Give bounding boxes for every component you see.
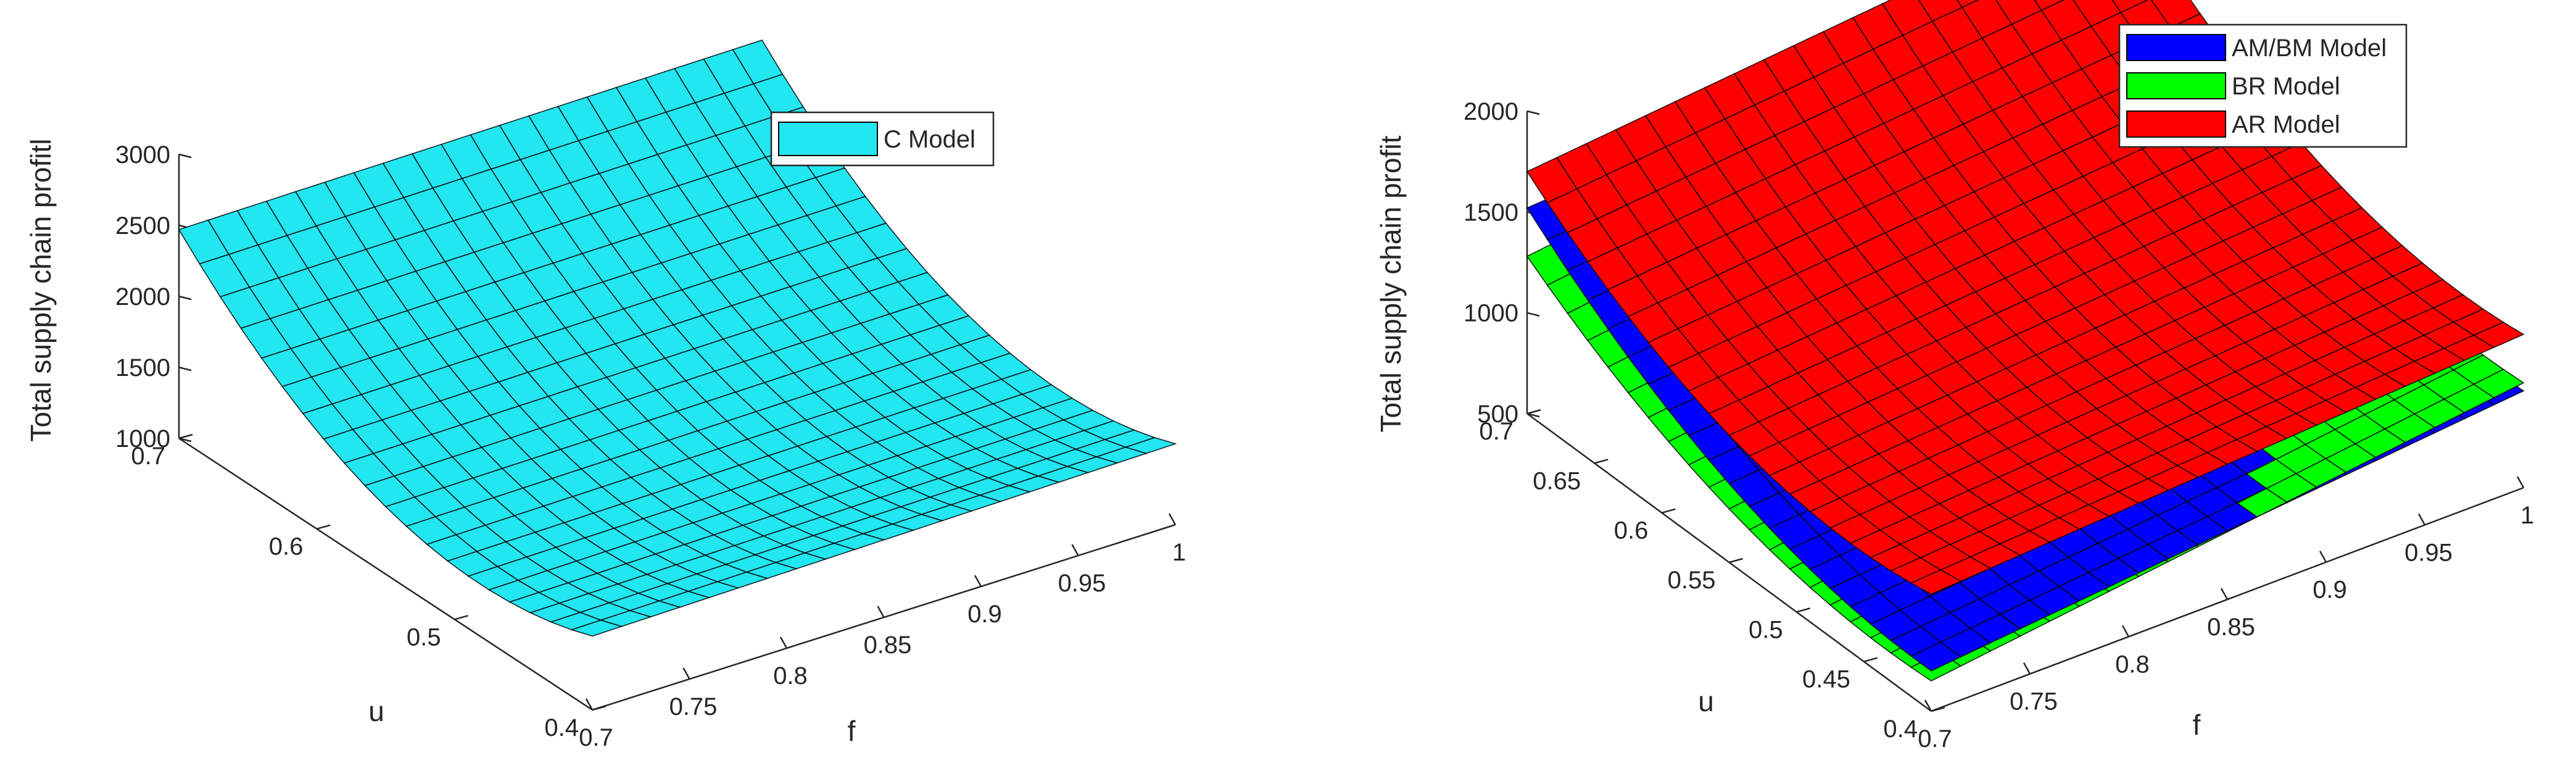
legend-swatch-br-model xyxy=(2126,72,2226,99)
axes: 0.70.750.80.850.90.9510.40.50.60.7100015… xyxy=(25,139,1186,751)
x-tick-label: 0.8 xyxy=(2115,651,2150,678)
x-tick-label: 0.75 xyxy=(2010,688,2058,715)
z-tick-label: 1000 xyxy=(1464,300,1518,327)
y-tick-label: 0.6 xyxy=(1614,517,1649,544)
z-tick-label: 3000 xyxy=(115,141,170,169)
x-tick-mark xyxy=(2516,476,2525,488)
z-tick-mark xyxy=(1526,110,1540,115)
y-tick-mark xyxy=(1729,557,1743,564)
legend-label-c-model: C Model xyxy=(884,126,975,153)
legend: AM/BM Model BR Model AR Model xyxy=(2118,23,2408,148)
z-tick-label: 2500 xyxy=(115,212,170,240)
y-tick-mark xyxy=(1931,706,1945,712)
x-tick-mark xyxy=(1168,513,1177,525)
y-tick-mark xyxy=(454,615,468,620)
z-tick-label: 1000 xyxy=(115,425,170,452)
x-tick-label: 1 xyxy=(1172,539,1186,566)
y-tick-mark xyxy=(1526,409,1541,415)
x-tick-mark xyxy=(2121,625,2130,637)
x-tick-label: 0.7 xyxy=(579,724,613,751)
z-axis-label: Total supply chain profitl xyxy=(25,139,57,442)
surface-patch xyxy=(1910,641,1962,672)
z-tick-mark xyxy=(178,153,192,159)
x-tick-label: 0.7 xyxy=(1918,725,1952,753)
surface-patch xyxy=(1957,0,1979,9)
x-tick-mark xyxy=(2023,662,2031,675)
z-tick-mark xyxy=(178,366,192,372)
x-tick-label: 0.9 xyxy=(2313,577,2347,604)
x-tick-mark xyxy=(779,636,788,649)
z-tick-mark xyxy=(178,437,192,443)
y-tick-label: 0.6 xyxy=(269,533,304,561)
legend-swatch-c-model xyxy=(778,122,878,156)
y-tick-label: 0.4 xyxy=(544,714,579,741)
x-tick-mark xyxy=(1071,544,1079,556)
y-tick-mark xyxy=(317,524,331,530)
y-tick-label: 0.7 xyxy=(1479,418,1514,445)
x-tick-label: 0.9 xyxy=(967,601,1002,628)
chart-am-bm-br-ar-models: 0.7 0.75 0.8 0.85 0.9 0.95 1 0.4 0.45 0.5 0.55 0.6 0… xyxy=(1375,0,2534,753)
x-tick-label: 0.75 xyxy=(669,693,718,720)
y-tick-label: 0.4 xyxy=(1883,715,1918,743)
y-axis-label: u xyxy=(368,695,384,727)
z-axis-label: Total supply chain profit xyxy=(1375,135,1407,432)
x-tick-mark xyxy=(974,575,982,587)
x-tick-mark xyxy=(2319,551,2327,563)
axes: 0.7 0.75 0.8 0.85 0.9 0.95 1 0.4 0.45 0.5 0.55 0.6 0… xyxy=(1375,98,2534,753)
y-tick-mark xyxy=(1662,508,1676,514)
y-tick-label: 0.65 xyxy=(1533,467,1581,494)
y-tick-label: 0.5 xyxy=(1749,616,1783,643)
z-tick-label: 1500 xyxy=(1464,199,1518,226)
x-tick-label: 0.8 xyxy=(773,662,808,690)
x-tick-mark xyxy=(2220,588,2229,600)
x-tick-label: 1 xyxy=(2520,502,2534,529)
y-tick-mark xyxy=(1863,657,1878,662)
y-tick-label: 0.7 xyxy=(131,443,165,470)
x-tick-mark xyxy=(585,698,594,711)
y-tick-label: 0.45 xyxy=(1802,666,1850,693)
x-axis-label: f xyxy=(848,715,856,747)
y-tick-label: 0.5 xyxy=(407,623,441,651)
x-tick-mark xyxy=(877,606,885,618)
legend-label-br-model: BR Model xyxy=(2232,73,2340,100)
x-tick-mark xyxy=(2417,513,2426,525)
legend-label-am-bm-model: AM/BM Model xyxy=(2232,35,2387,62)
y-tick-mark xyxy=(1796,607,1810,613)
y-tick-mark xyxy=(592,705,607,711)
z-tick-label: 500 xyxy=(1477,401,1518,428)
x-tick-mark xyxy=(1924,699,1932,712)
x-tick-label: 0.85 xyxy=(2207,614,2255,641)
legend: C Model xyxy=(770,111,995,167)
y-axis-line xyxy=(178,437,593,711)
x-tick-label: 0.95 xyxy=(2404,539,2453,566)
y-tick-mark xyxy=(178,433,193,440)
z-tick-mark xyxy=(178,295,192,301)
legend-swatch-ar-model xyxy=(2126,111,2226,138)
y-axis-label: u xyxy=(1698,685,1714,717)
x-axis-label: f xyxy=(2193,709,2201,741)
y-tick-label: 0.55 xyxy=(1668,567,1716,594)
legend-label-ar-model: AR Model xyxy=(2232,111,2340,138)
legend-swatch-am-bm-model xyxy=(2126,34,2226,61)
chart-c-model: 0.70.750.80.850.90.9510.40.50.60.7100015… xyxy=(25,40,1186,751)
z-tick-mark xyxy=(1526,412,1540,418)
z-tick-label: 2000 xyxy=(115,283,170,311)
surface-patch xyxy=(569,619,623,637)
x-tick-label: 0.95 xyxy=(1058,570,1106,597)
x-tick-label: 0.85 xyxy=(864,632,912,659)
z-tick-label: 1500 xyxy=(115,354,170,382)
z-tick-mark xyxy=(1526,312,1540,317)
y-tick-mark xyxy=(1594,459,1609,464)
x-tick-mark xyxy=(682,667,690,680)
z-tick-label: 2000 xyxy=(1464,98,1518,125)
surface-patch xyxy=(1910,569,1962,595)
